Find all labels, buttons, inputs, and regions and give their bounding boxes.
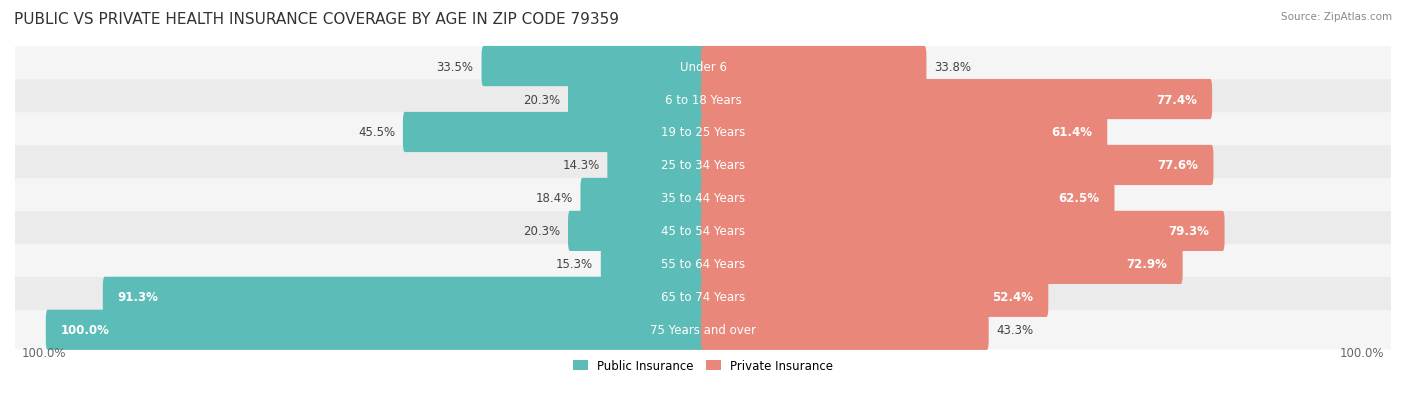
FancyBboxPatch shape <box>702 178 1115 218</box>
FancyBboxPatch shape <box>14 310 1392 350</box>
FancyBboxPatch shape <box>14 113 1392 152</box>
Text: 100.0%: 100.0% <box>60 323 110 337</box>
FancyBboxPatch shape <box>404 113 704 153</box>
Text: 6 to 18 Years: 6 to 18 Years <box>665 93 741 106</box>
FancyBboxPatch shape <box>14 211 1392 251</box>
Text: 18.4%: 18.4% <box>536 192 572 205</box>
Text: 61.4%: 61.4% <box>1052 126 1092 139</box>
FancyBboxPatch shape <box>702 244 1182 284</box>
FancyBboxPatch shape <box>14 80 1392 119</box>
FancyBboxPatch shape <box>14 146 1392 185</box>
Text: 33.5%: 33.5% <box>437 60 474 74</box>
FancyBboxPatch shape <box>702 113 1108 153</box>
FancyBboxPatch shape <box>14 179 1392 218</box>
Text: 72.9%: 72.9% <box>1126 258 1167 271</box>
FancyBboxPatch shape <box>14 244 1392 284</box>
FancyBboxPatch shape <box>103 277 704 317</box>
FancyBboxPatch shape <box>481 47 704 87</box>
Text: 19 to 25 Years: 19 to 25 Years <box>661 126 745 139</box>
Text: 77.6%: 77.6% <box>1157 159 1198 172</box>
Text: 35 to 44 Years: 35 to 44 Years <box>661 192 745 205</box>
FancyBboxPatch shape <box>702 277 1049 317</box>
FancyBboxPatch shape <box>14 278 1392 317</box>
FancyBboxPatch shape <box>702 145 1213 185</box>
Text: 25 to 34 Years: 25 to 34 Years <box>661 159 745 172</box>
Text: 91.3%: 91.3% <box>118 291 159 304</box>
FancyBboxPatch shape <box>568 80 704 120</box>
Text: 52.4%: 52.4% <box>993 291 1033 304</box>
Text: 33.8%: 33.8% <box>935 60 972 74</box>
FancyBboxPatch shape <box>702 211 1225 252</box>
Text: 20.3%: 20.3% <box>523 93 560 106</box>
Text: Under 6: Under 6 <box>679 60 727 74</box>
Text: 43.3%: 43.3% <box>997 323 1033 337</box>
Text: 45.5%: 45.5% <box>359 126 395 139</box>
FancyBboxPatch shape <box>702 47 927 87</box>
Text: 65 to 74 Years: 65 to 74 Years <box>661 291 745 304</box>
Text: 45 to 54 Years: 45 to 54 Years <box>661 225 745 238</box>
FancyBboxPatch shape <box>14 47 1392 87</box>
Text: 100.0%: 100.0% <box>21 346 66 359</box>
Text: 75 Years and over: 75 Years and over <box>650 323 756 337</box>
Text: 15.3%: 15.3% <box>555 258 593 271</box>
Text: PUBLIC VS PRIVATE HEALTH INSURANCE COVERAGE BY AGE IN ZIP CODE 79359: PUBLIC VS PRIVATE HEALTH INSURANCE COVER… <box>14 12 619 27</box>
FancyBboxPatch shape <box>607 145 704 185</box>
Text: Source: ZipAtlas.com: Source: ZipAtlas.com <box>1281 12 1392 22</box>
Text: 100.0%: 100.0% <box>1340 346 1385 359</box>
Text: 62.5%: 62.5% <box>1059 192 1099 205</box>
Text: 14.3%: 14.3% <box>562 159 599 172</box>
Text: 20.3%: 20.3% <box>523 225 560 238</box>
FancyBboxPatch shape <box>702 80 1212 120</box>
Text: 79.3%: 79.3% <box>1168 225 1209 238</box>
FancyBboxPatch shape <box>46 310 704 350</box>
Text: 77.4%: 77.4% <box>1156 93 1197 106</box>
FancyBboxPatch shape <box>568 211 704 252</box>
FancyBboxPatch shape <box>581 178 704 218</box>
FancyBboxPatch shape <box>702 310 988 350</box>
Legend: Public Insurance, Private Insurance: Public Insurance, Private Insurance <box>568 354 838 377</box>
FancyBboxPatch shape <box>600 244 704 284</box>
Text: 55 to 64 Years: 55 to 64 Years <box>661 258 745 271</box>
